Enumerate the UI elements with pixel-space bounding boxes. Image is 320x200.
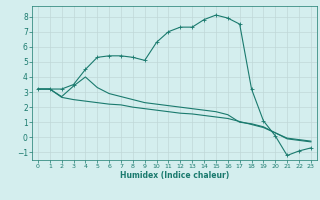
X-axis label: Humidex (Indice chaleur): Humidex (Indice chaleur) [120,171,229,180]
